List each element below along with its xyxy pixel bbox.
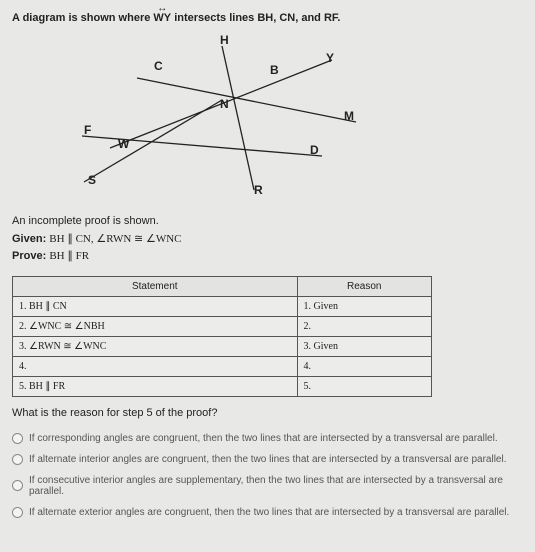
answer-option[interactable]: If consecutive interior angles are suppl… bbox=[12, 475, 523, 497]
proof-table: Statement Reason 1. BH ∥ CN1. Given2. ∠W… bbox=[12, 276, 432, 397]
option-text: If alternate exterior angles are congrue… bbox=[29, 507, 509, 518]
option-text: If alternate interior angles are congrue… bbox=[29, 454, 507, 465]
cell-reason: 3. Given bbox=[297, 336, 432, 356]
cell-statement: 5. BH ∥ FR bbox=[13, 376, 298, 396]
cell-reason: 5. bbox=[297, 376, 432, 396]
question-text: A diagram is shown where WY intersects l… bbox=[12, 12, 523, 24]
col-statement: Statement bbox=[13, 276, 298, 296]
diagram-label-d: D bbox=[310, 143, 319, 157]
option-text: If consecutive interior angles are suppl… bbox=[29, 475, 523, 497]
cell-statement: 2. ∠WNC ≅ ∠NBH bbox=[13, 316, 298, 336]
table-header-row: Statement Reason bbox=[13, 276, 432, 296]
answer-option[interactable]: If alternate interior angles are congrue… bbox=[12, 454, 523, 465]
prove-label: Prove: bbox=[12, 250, 46, 262]
step-question: What is the reason for step 5 of the pro… bbox=[12, 407, 523, 419]
cell-statement: 3. ∠RWN ≅ ∠WNC bbox=[13, 336, 298, 356]
table-row: 3. ∠RWN ≅ ∠WNC3. Given bbox=[13, 336, 432, 356]
q-suffix: intersects lines BH, CN, and RF. bbox=[171, 12, 340, 24]
given-line: Given: BH ∥ CN, ∠RWN ≅ ∠WNC bbox=[12, 231, 523, 249]
cell-reason: 2. bbox=[297, 316, 432, 336]
diagram-label-n: N bbox=[220, 97, 229, 111]
prove-line: Prove: BH ∥ FR bbox=[12, 248, 523, 266]
proof-intro-text: An incomplete proof is shown. bbox=[12, 213, 523, 231]
answer-options: If corresponding angles are congruent, t… bbox=[12, 433, 523, 518]
diagram-label-h: H bbox=[220, 33, 229, 47]
q-line: WY bbox=[153, 12, 171, 24]
radio-icon[interactable] bbox=[12, 480, 23, 491]
cell-statement: 4. bbox=[13, 356, 298, 376]
option-text: If corresponding angles are congruent, t… bbox=[29, 433, 498, 444]
cell-reason: 1. Given bbox=[297, 296, 432, 316]
given-label: Given: bbox=[12, 233, 46, 245]
table-row: 2. ∠WNC ≅ ∠NBH2. bbox=[13, 316, 432, 336]
table-row: 4.4. bbox=[13, 356, 432, 376]
given-text: BH ∥ CN, ∠RWN ≅ ∠WNC bbox=[49, 233, 181, 245]
table-row: 5. BH ∥ FR5. bbox=[13, 376, 432, 396]
diagram-label-w: W bbox=[118, 137, 130, 151]
diagram-svg: H Y C B N M F W D S R bbox=[42, 30, 382, 200]
geometry-diagram: H Y C B N M F W D S R bbox=[42, 30, 523, 203]
cell-reason: 4. bbox=[297, 356, 432, 376]
diagram-label-f: F bbox=[84, 123, 91, 137]
radio-icon[interactable] bbox=[12, 454, 23, 465]
answer-option[interactable]: If corresponding angles are congruent, t… bbox=[12, 433, 523, 444]
col-reason: Reason bbox=[297, 276, 432, 296]
diagram-label-c: C bbox=[154, 59, 163, 73]
radio-icon[interactable] bbox=[12, 433, 23, 444]
q-prefix: A diagram is shown where bbox=[12, 12, 153, 24]
diagram-label-s: S bbox=[88, 173, 96, 187]
answer-option[interactable]: If alternate exterior angles are congrue… bbox=[12, 507, 523, 518]
prove-text: BH ∥ FR bbox=[49, 250, 89, 262]
cell-statement: 1. BH ∥ CN bbox=[13, 296, 298, 316]
diagram-label-m: M bbox=[344, 109, 354, 123]
diagram-label-y: Y bbox=[326, 51, 334, 65]
radio-icon[interactable] bbox=[12, 507, 23, 518]
table-row: 1. BH ∥ CN1. Given bbox=[13, 296, 432, 316]
diagram-label-r: R bbox=[254, 183, 263, 197]
proof-block: An incomplete proof is shown. Given: BH … bbox=[12, 213, 523, 266]
diagram-label-b: B bbox=[270, 63, 279, 77]
